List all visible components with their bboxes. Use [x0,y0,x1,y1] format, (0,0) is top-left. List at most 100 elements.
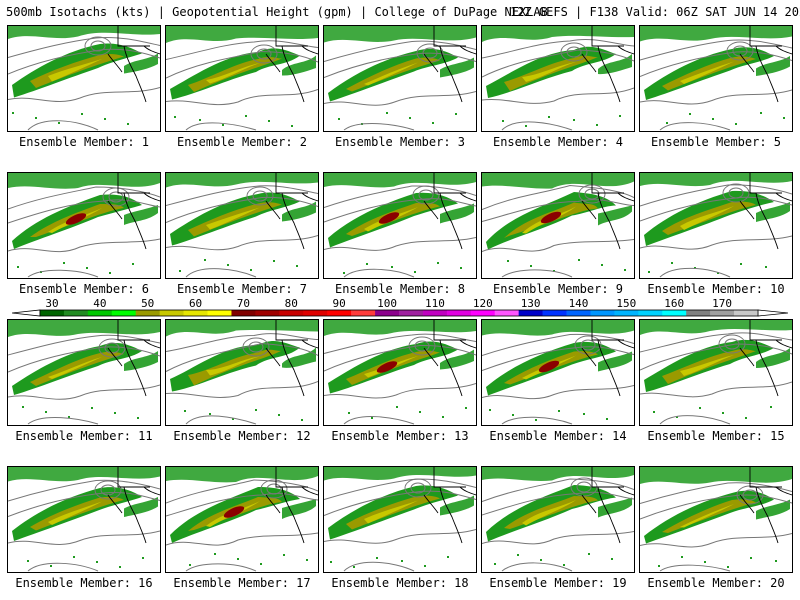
colorbar-swatch [590,310,615,316]
member-label-1: Ensemble Member: 1 [18,135,150,149]
map-graphic [166,173,318,278]
colorbar-swatch [279,310,304,316]
colorbar-swatch [662,310,687,316]
colorbar-tick-label: 80 [285,298,298,310]
map-graphic [640,467,792,572]
map-graphic [8,26,160,131]
colorbar-swatch [159,310,184,316]
colorbar-tick-label: 120 [473,298,493,310]
colorbar-swatch [422,310,448,316]
member-label-9: Ensemble Member: 9 [492,282,624,296]
colorbar-swatch [399,310,424,316]
member-map-13 [323,319,477,426]
member-map-12 [165,319,319,426]
colorbar-swatch [303,310,328,316]
map-graphic [8,320,160,425]
map-graphic [8,467,160,572]
member-label-5: Ensemble Member: 5 [650,135,782,149]
member-label-7: Ensemble Member: 7 [176,282,308,296]
colorbar-swatch [375,310,400,316]
colorbar-swatch [255,310,280,316]
member-label-12: Ensemble Member: 12 [173,429,311,443]
colorbar-swatch [494,310,519,316]
colorbar-swatch [40,310,65,316]
member-label-17: Ensemble Member: 17 [173,576,311,590]
map-graphic [640,320,792,425]
colorbar-legend: 30 40 50 60 70 80 90 100 110 120 130 140 150 160 170 [12,298,788,317]
map-graphic [640,26,792,131]
map-graphic [482,26,634,131]
member-label-8: Ensemble Member: 8 [334,282,466,296]
member-label-4: Ensemble Member: 4 [492,135,624,149]
member-map-14 [481,319,635,426]
member-map-3 [323,25,477,132]
colorbar-swatch [327,310,352,316]
colorbar-swatch [518,310,543,316]
member-map-18 [323,466,477,573]
colorbar-tick-label: 30 [45,298,58,310]
colorbar-swatch [614,310,639,316]
member-map-15 [639,319,793,426]
member-map-11 [7,319,161,426]
colorbar-swatch [135,310,160,316]
header: 500mb Isotachs (kts) | Geopotential Heig… [0,0,800,24]
colorbar-swatch [231,310,256,316]
member-map-9 [481,172,635,279]
colorbar-swatch [351,310,376,316]
member-map-2 [165,25,319,132]
map-graphic [324,320,476,425]
map-graphic [324,173,476,278]
member-map-17 [165,466,319,573]
member-label-2: Ensemble Member: 2 [176,135,308,149]
colorbar-tick-label: 60 [189,298,202,310]
colorbar-tick-label: 160 [664,298,684,310]
map-graphic [166,320,318,425]
member-map-10 [639,172,793,279]
map-graphic [640,173,792,278]
colorbar-swatch [63,310,89,316]
colorbar-swatch [566,310,591,316]
colorbar-swatch [686,310,711,316]
colorbar-swatch [87,310,113,316]
map-graphic [324,467,476,572]
member-label-11: Ensemble Member: 11 [15,429,153,443]
colorbar-tick-label: 40 [93,298,106,310]
map-graphic [8,173,160,278]
colorbar-tick-label: 150 [616,298,636,310]
colorbar-left-arrow [12,309,41,317]
map-graphic [166,26,318,131]
colorbar-swatch [207,310,232,316]
colorbar-swatch [542,310,567,316]
member-map-20 [639,466,793,573]
member-label-19: Ensemble Member: 19 [489,576,627,590]
colorbar-swatch [446,310,472,316]
colorbar-swatch [638,310,663,316]
colorbar-tick-label: 50 [141,298,154,310]
member-label-6: Ensemble Member: 6 [18,282,150,296]
member-map-19 [481,466,635,573]
member-label-10: Ensemble Member: 10 [647,282,785,296]
colorbar-swatch [734,310,759,316]
title-right: 12Z GEFS | F138 Valid: 06Z SAT JUN 14 20… [510,5,800,19]
member-label-16: Ensemble Member: 16 [15,576,153,590]
map-graphic [482,173,634,278]
colorbar-tick-label: 140 [569,298,589,310]
colorbar-right-arrow [757,309,788,317]
member-map-16 [7,466,161,573]
member-label-3: Ensemble Member: 3 [334,135,466,149]
member-label-15: Ensemble Member: 15 [647,429,785,443]
colorbar-tick-label: 100 [377,298,397,310]
colorbar-swatch [111,310,137,316]
colorbar-tick-label: 130 [521,298,541,310]
member-map-6 [7,172,161,279]
colorbar-tick-label: 90 [333,298,346,310]
colorbar-swatch [710,310,735,316]
member-map-1 [7,25,161,132]
colorbar-tick-label: 70 [237,298,250,310]
member-label-14: Ensemble Member: 14 [489,429,627,443]
member-label-20: Ensemble Member: 20 [647,576,785,590]
member-map-5 [639,25,793,132]
map-graphic [482,320,634,425]
map-graphic [324,26,476,131]
member-label-13: Ensemble Member: 13 [331,429,469,443]
